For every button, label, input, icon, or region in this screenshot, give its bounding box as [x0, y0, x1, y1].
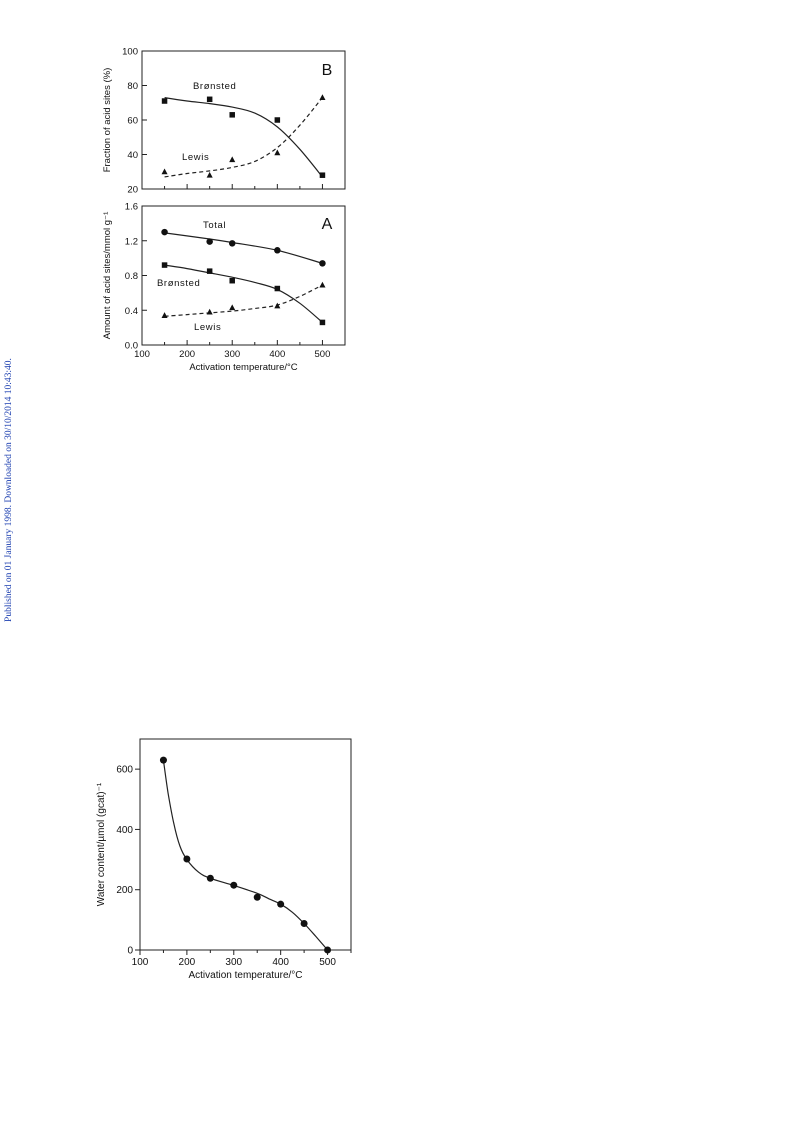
- chart-panel-b-y-tick-label: 60: [127, 116, 138, 127]
- chart-water-content-series-marker: [230, 881, 238, 889]
- chart-panel-a-bronsted-marker: [161, 262, 168, 268]
- chart-water-content-x-tick-label: 300: [225, 957, 242, 968]
- chart-panel-a-y-tick-label: 0.8: [125, 271, 138, 282]
- chart-panel-a-total-marker: [319, 260, 326, 267]
- chart-water-content-x-tick-label: 500: [319, 957, 336, 968]
- chart-panel-a-bronsted-marker: [229, 277, 235, 284]
- chart-panel-b-lewis-marker: [206, 171, 213, 178]
- chart-panel-a-x-tick-label: 500: [315, 349, 331, 360]
- chart-water-content-x-tick-label: 200: [179, 957, 196, 968]
- chart-panel-b-bronsted-marker: [161, 98, 168, 104]
- chart-panel-a-frame: [141, 205, 346, 346]
- chart-panel-b-bronsted-marker: [206, 96, 213, 103]
- chart-panel-b-frame: [141, 50, 346, 190]
- chart-water-content-y-tick-label: 200: [116, 885, 133, 896]
- chart-panel-a-total-marker: [206, 238, 213, 245]
- chart-panel-a-lewis-marker: [161, 312, 168, 318]
- chart-water-content-x-tick-label: 100: [132, 957, 149, 968]
- chart-panel-b-lewis-label: Lewis: [182, 152, 209, 163]
- chart-panel-b-lewis-marker: [274, 149, 281, 156]
- chart-panel-b-bronsted-marker: [229, 112, 235, 118]
- chart-water-content-x-tick-label: 400: [272, 957, 289, 968]
- chart-panel-b-bronsted-label: Brønsted: [193, 81, 236, 92]
- chart-panel-a-lewis-marker: [206, 308, 213, 315]
- chart-panel-b-lewis-fit-line: [164, 97, 323, 178]
- chart-panel-b-y-axis-title: Fraction of acid sites (%): [102, 68, 113, 173]
- chart-panel-a-bronsted-marker: [274, 285, 281, 292]
- chart-water-content-y-tick-label: 600: [116, 765, 133, 776]
- chart-panel-a-y-tick-label: 1.6: [125, 202, 138, 213]
- chart-panel-a-total-marker: [228, 240, 236, 247]
- chart-panel-a-lewis-label: Lewis: [194, 322, 221, 333]
- chart-water-content-series-marker: [183, 855, 191, 863]
- chart-panel-a-x-tick-label: 200: [179, 349, 195, 360]
- chart-panel-b-y-tick-label: 40: [127, 150, 138, 161]
- chart-panel-b-lewis-marker: [229, 156, 236, 163]
- chart-panel-b-y-tick-label: 80: [127, 81, 138, 92]
- chart-panel-b-lewis-marker: [161, 168, 168, 175]
- chart-panel-b-panel-label: B: [322, 62, 333, 79]
- chart-panel-a-total-label: Total: [203, 220, 226, 231]
- chart-panel-b-y-tick-label: 100: [122, 47, 138, 58]
- chart-water-content-series-marker: [277, 900, 285, 908]
- chart-panel-b-lewis-marker: [319, 94, 326, 101]
- chart-water-content-series-marker: [253, 893, 261, 901]
- chart-water-content-y-axis-title: Water content/µmol (gcat)⁻¹: [96, 782, 107, 906]
- chart-water-content-y-tick-label: 400: [116, 825, 133, 836]
- chart-panel-a-y-tick-label: 0.0: [125, 341, 138, 352]
- chart-panel-a-bronsted-marker: [319, 319, 326, 326]
- chart-panel-a-x-axis-title: Activation temperature/°C: [189, 362, 297, 373]
- chart-panel-a-bronsted-label: Brønsted: [157, 278, 200, 289]
- chart-panel-a-x-tick-label: 300: [224, 349, 240, 360]
- chart-water-content-y-tick-label: 0: [127, 946, 133, 957]
- chart-panel-a-y-tick-label: 0.4: [125, 306, 138, 317]
- chart-panel-a-lewis-fit-line: [164, 284, 323, 317]
- chart-panel-a-lewis-marker: [229, 304, 236, 311]
- chart-panel-b-bronsted-marker: [274, 117, 281, 123]
- chart-water-content-series-marker: [159, 756, 167, 764]
- chart-water-content-frame: [139, 738, 352, 951]
- chart-panel-a-bronsted-marker: [206, 268, 213, 274]
- chart-water-content-x-axis-title: Activation temperature/°C: [188, 970, 302, 981]
- chart-panel-a-y-axis-title: Amount of acid sites/mmol g⁻¹: [102, 212, 113, 340]
- chart-panel-a-lewis-marker: [319, 281, 326, 288]
- chart-panel-a-total-marker: [161, 228, 168, 236]
- chart-water-content-series-marker: [324, 946, 332, 954]
- chart-panel-a-y-tick-label: 1.2: [125, 236, 138, 247]
- chart-panel-b-y-tick-label: 20: [127, 185, 138, 196]
- chart-panel-a-x-tick-label: 400: [269, 349, 285, 360]
- chart-panel-b-bronsted-fit-line: [164, 97, 323, 178]
- chart-water-content-series-marker: [206, 874, 214, 882]
- chart-panel-a-panel-label: A: [322, 216, 333, 233]
- chart-panel-a-lewis-marker: [274, 302, 281, 309]
- chart-water-content-series-marker: [300, 919, 308, 927]
- chart-panel-a-total-marker: [274, 247, 281, 254]
- chart-panel-a-total-fit-line: [164, 232, 323, 264]
- chart-panel-a-bronsted-fit-line: [164, 264, 323, 323]
- chart-panel-b-bronsted-marker: [319, 172, 326, 178]
- chart-panel-a-x-tick-label: 100: [134, 349, 150, 360]
